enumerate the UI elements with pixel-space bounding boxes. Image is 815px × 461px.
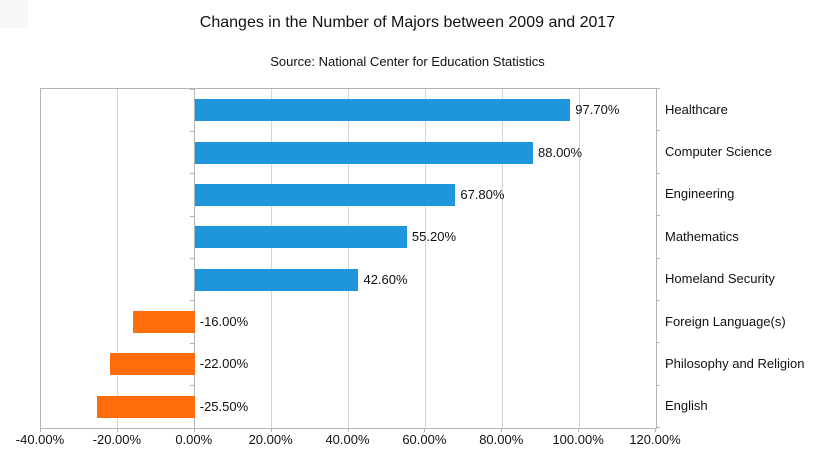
right-axis-tick — [656, 215, 660, 217]
x-axis-tick-label: -20.00% — [92, 432, 142, 447]
gridline — [117, 89, 119, 428]
x-axis-tick-label: 0.00% — [175, 432, 213, 447]
x-axis-tick — [40, 428, 41, 432]
right-axis-tick — [656, 130, 660, 132]
x-axis-tick-label: 80.00% — [479, 432, 524, 447]
bar-english — [96, 395, 195, 418]
bar-value-label: 42.60% — [363, 271, 408, 287]
right-axis-tick — [656, 257, 660, 259]
gridline — [424, 89, 426, 428]
x-axis-tick — [501, 428, 503, 432]
bar-value-label: -22.00% — [199, 356, 249, 372]
right-axis-tick — [656, 88, 660, 89]
right-axis-tick — [656, 299, 660, 301]
x-axis-tick — [578, 428, 580, 432]
zero-axis-tick — [190, 385, 195, 387]
x-axis-tick — [193, 428, 195, 432]
x-axis-tick-label: -40.00% — [15, 432, 65, 447]
bar-homeland-security — [194, 268, 359, 291]
x-axis-tick-label: 100.00% — [552, 432, 604, 447]
bar-philosophy-and-religion — [110, 353, 195, 376]
x-axis-tick-label: 20.00% — [248, 432, 293, 447]
x-axis-tick — [116, 428, 118, 432]
bar-mathematics — [194, 226, 407, 249]
bar-value-label: -16.00% — [199, 314, 249, 330]
bar-value-label: 88.00% — [538, 144, 583, 160]
gridline — [348, 89, 349, 428]
zero-axis-tick — [190, 130, 195, 132]
gridline — [271, 89, 273, 428]
category-label-mathematics: Mathematics — [665, 228, 739, 244]
bar-engineering — [194, 183, 456, 206]
bar-value-label: 55.20% — [411, 229, 457, 245]
category-label-english: English — [665, 398, 708, 414]
zero-axis-tick — [190, 300, 195, 302]
category-label-philosophy-and-religion: Philosophy and Religion — [665, 355, 805, 371]
zero-axis-tick — [190, 173, 195, 175]
right-axis-tick — [656, 342, 660, 344]
zero-axis-tick — [190, 215, 195, 217]
x-axis-tick-label: 60.00% — [402, 432, 447, 447]
gridline — [578, 89, 580, 428]
bar-value-label: -25.50% — [199, 398, 249, 414]
x-axis-tick-label: 40.00% — [325, 432, 370, 447]
zero-axis-line — [194, 89, 196, 428]
x-axis-tick-label: 120.00% — [629, 432, 681, 447]
x-axis-tick — [270, 428, 272, 432]
right-axis-tick — [656, 172, 660, 174]
category-label-engineering: Engineering — [665, 186, 735, 202]
bar-foreign-language-s — [133, 311, 195, 334]
category-label-computer-science: Computer Science — [665, 144, 772, 160]
chart-subtitle: Source: National Center for Education St… — [270, 54, 545, 69]
bar-value-label: 67.80% — [460, 186, 505, 202]
bar-value-label: 97.70% — [575, 102, 620, 118]
zero-axis-tick — [190, 427, 195, 429]
right-axis-tick — [656, 427, 660, 428]
gridline — [501, 89, 503, 428]
bar-computer-science — [194, 141, 533, 164]
zero-axis-tick — [190, 342, 195, 344]
x-axis-tick — [347, 428, 349, 432]
category-label-homeland-security: Homeland Security — [665, 271, 775, 287]
plot-area: 97.70% 88.00% 67.80% 55.20% 42.60% -16.00% -22… — [40, 88, 657, 429]
right-axis-tick — [656, 384, 660, 386]
x-axis-tick — [424, 428, 426, 432]
zero-axis-tick — [190, 88, 195, 90]
corner-artifact — [0, 0, 28, 28]
category-label-foreign-language-s: Foreign Language(s) — [665, 313, 786, 329]
chart-title: Changes in the Number of Majors between … — [199, 14, 616, 31]
zero-axis-tick — [190, 258, 195, 259]
category-label-healthcare: Healthcare — [665, 101, 728, 117]
bar-healthcare — [194, 99, 571, 122]
x-axis-tick — [655, 428, 656, 432]
